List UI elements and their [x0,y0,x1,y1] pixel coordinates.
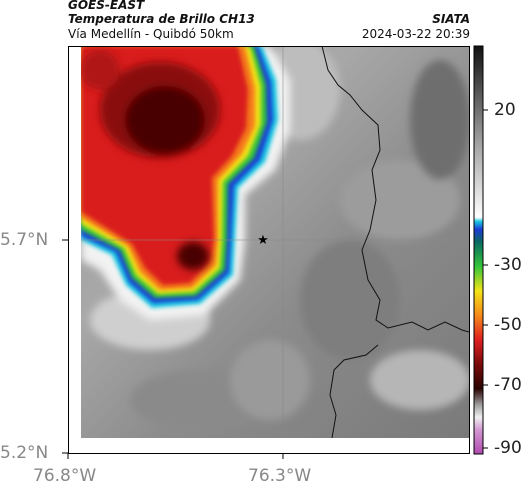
star-icon: ★ [257,233,269,248]
route-subtitle: Vía Medellín - Quibdó 50km [68,27,234,41]
lat-label-5-2: 5.2°N [0,443,49,463]
axes-frame [68,46,470,454]
border-south [329,344,379,438]
colorbar [473,45,484,455]
product-title: Temperatura de Brillo CH13 [68,12,255,26]
datetime-label: 2024-03-22 20:39 [361,27,470,41]
colorbar-tick-minus70: -70 [494,375,522,395]
org-label: SIATA [432,12,470,26]
lon-label-76-3: 76.3°W [248,466,312,486]
satellite-title: GOES-EAST [68,0,145,12]
lat-label-5-7: 5.7°N [0,230,49,250]
satellite-imagery [81,46,469,438]
colorbar-tick-20: 20 [494,100,516,120]
colorbar-tick-minus30: -30 [494,255,522,275]
colorbar-tick-minus50: -50 [494,315,522,335]
department-border [321,46,469,333]
lon-label-76-8: 76.8°W [33,466,97,486]
colorbar-tick-minus90: -90 [494,438,522,458]
